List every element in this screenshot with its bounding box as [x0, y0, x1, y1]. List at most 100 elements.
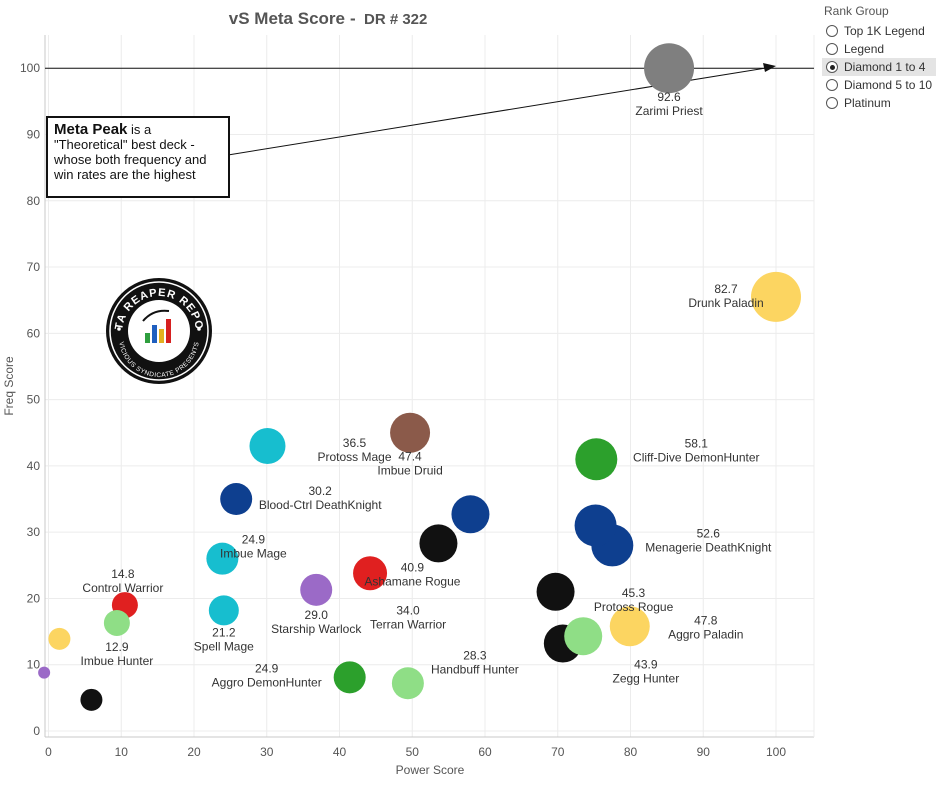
data-label-score: 52.6: [697, 526, 721, 540]
data-point: [574, 504, 617, 547]
data-point: [390, 412, 431, 453]
data-label-score: 58.1: [685, 436, 709, 450]
x-tick-label: 30: [260, 745, 274, 759]
x-tick-label: 70: [551, 745, 565, 759]
data-label-score: 24.9: [255, 661, 279, 675]
radio-icon[interactable]: [826, 43, 838, 55]
legend-option-label: Top 1K Legend: [844, 24, 925, 38]
data-point: [575, 438, 618, 481]
data-point: [419, 524, 458, 563]
radio-icon[interactable]: [826, 97, 838, 109]
data-label-name: Handbuff Hunter: [431, 662, 519, 676]
data-label-name: Protoss Rogue: [594, 600, 674, 614]
legend-option-label: Legend: [844, 42, 885, 56]
data-label-score: 29.0: [305, 608, 329, 622]
x-tick-label: 20: [187, 745, 201, 759]
y-tick-label: 30: [27, 525, 41, 539]
data-point: [80, 688, 103, 711]
meta-peak-annotation: Meta Peak is a "Theoretical" best deck -…: [46, 116, 230, 198]
data-label-score: 40.9: [401, 560, 425, 574]
data-label-score: 47.4: [398, 450, 422, 464]
data-point: [249, 427, 286, 464]
data-label-score: 47.8: [694, 613, 718, 627]
data-point: [220, 483, 253, 516]
data-label-name: Drunk Paladin: [688, 296, 763, 310]
legend-title: Rank Group: [824, 4, 889, 18]
y-tick-label: 80: [27, 194, 41, 208]
data-label-score: 92.6: [657, 90, 681, 104]
annotation-bold: Meta Peak: [54, 121, 128, 138]
data-label-score: 28.3: [463, 648, 487, 662]
data-point: [300, 573, 333, 606]
data-point: [536, 572, 575, 611]
x-tick-label: 60: [478, 745, 492, 759]
legend-items: Top 1K Legend Legend Diamond 1 to 4 Diamond…: [822, 22, 936, 112]
data-label-score: 21.2: [212, 625, 236, 639]
data-point: [103, 609, 130, 636]
radio-icon[interactable]: [826, 79, 838, 91]
data-label-name: Cliff-Dive DemonHunter: [633, 450, 760, 464]
legend-option[interactable]: Diamond 1 to 4: [822, 58, 936, 76]
data-label-name: Zegg Hunter: [612, 672, 679, 686]
data-label-name: Control Warrior: [82, 581, 163, 595]
data-point: [391, 667, 424, 700]
data-point: [751, 271, 801, 322]
x-tick-label: 100: [766, 745, 786, 759]
chart-title-separator: -: [350, 9, 356, 28]
x-tick-label: 40: [333, 745, 347, 759]
data-label-score: 36.5: [343, 436, 367, 450]
annotation-text: is a "Theoretical" best deck - whose bot…: [54, 122, 207, 182]
data-label-name: Aggro Paladin: [668, 627, 743, 641]
legend-option-label: Platinum: [844, 96, 891, 110]
x-tick-label: 10: [115, 745, 129, 759]
data-label-score: 12.9: [105, 640, 129, 654]
data-reaper-logo: DATA REAPER REPORT VICIOUS SYNDICATE PRE…: [106, 278, 212, 384]
legend-option[interactable]: Platinum: [822, 94, 936, 112]
data-label-name: Spell Mage: [194, 639, 254, 653]
y-tick-label: 50: [27, 393, 41, 407]
data-point: [564, 617, 603, 656]
data-point: [609, 606, 650, 647]
data-label-score: 82.7: [714, 282, 738, 296]
x-tick-label: 80: [624, 745, 638, 759]
data-label-name: Imbue Druid: [377, 464, 442, 478]
data-label-name: Starship Warlock: [271, 622, 362, 636]
data-label-name: Menagerie DeathKnight: [645, 540, 772, 554]
rank-group-legend: Rank Group Top 1K Legend Legend Diamond 1 …: [822, 2, 936, 112]
data-label-name: Imbue Mage: [220, 547, 287, 561]
data-point: [451, 495, 490, 534]
legend-option[interactable]: Top 1K Legend: [822, 22, 936, 40]
data-label-name: Protoss Mage: [317, 450, 391, 464]
data-label-name: Terran Warrior: [370, 617, 446, 631]
chart-title: vS Meta Score: [229, 9, 345, 28]
y-tick-label: 20: [27, 591, 41, 605]
data-point: [353, 556, 388, 591]
data-label-name: Zarimi Priest: [635, 104, 703, 118]
y-tick-label: 60: [27, 326, 41, 340]
legend-option[interactable]: Diamond 5 to 10: [822, 76, 936, 94]
y-tick-label: 10: [27, 658, 41, 672]
x-tick-label: 90: [697, 745, 711, 759]
radio-icon[interactable]: [826, 25, 838, 37]
chart-subtitle: DR # 322: [364, 11, 427, 28]
data-label-score: 45.3: [622, 586, 646, 600]
data-points: [38, 43, 801, 711]
legend-option[interactable]: Legend: [822, 40, 936, 58]
data-label-name: Aggro DemonHunter: [212, 675, 322, 689]
data-point: [206, 542, 239, 575]
radio-icon[interactable]: [826, 61, 838, 73]
y-axis-label: Freq Score: [2, 356, 16, 416]
data-label-score: 24.9: [242, 533, 266, 547]
y-tick-label: 100: [20, 61, 40, 75]
legend-option-label: Diamond 5 to 10: [844, 78, 933, 92]
data-point: [333, 661, 366, 694]
y-tick-label: 90: [27, 127, 41, 141]
data-point: [644, 43, 695, 94]
data-label-name: Imbue Hunter: [81, 654, 154, 668]
data-label-score: 43.9: [634, 658, 658, 672]
y-tick-label: 70: [27, 260, 41, 274]
y-tick-label: 40: [27, 459, 41, 473]
x-axis-label: Power Score: [396, 763, 465, 777]
